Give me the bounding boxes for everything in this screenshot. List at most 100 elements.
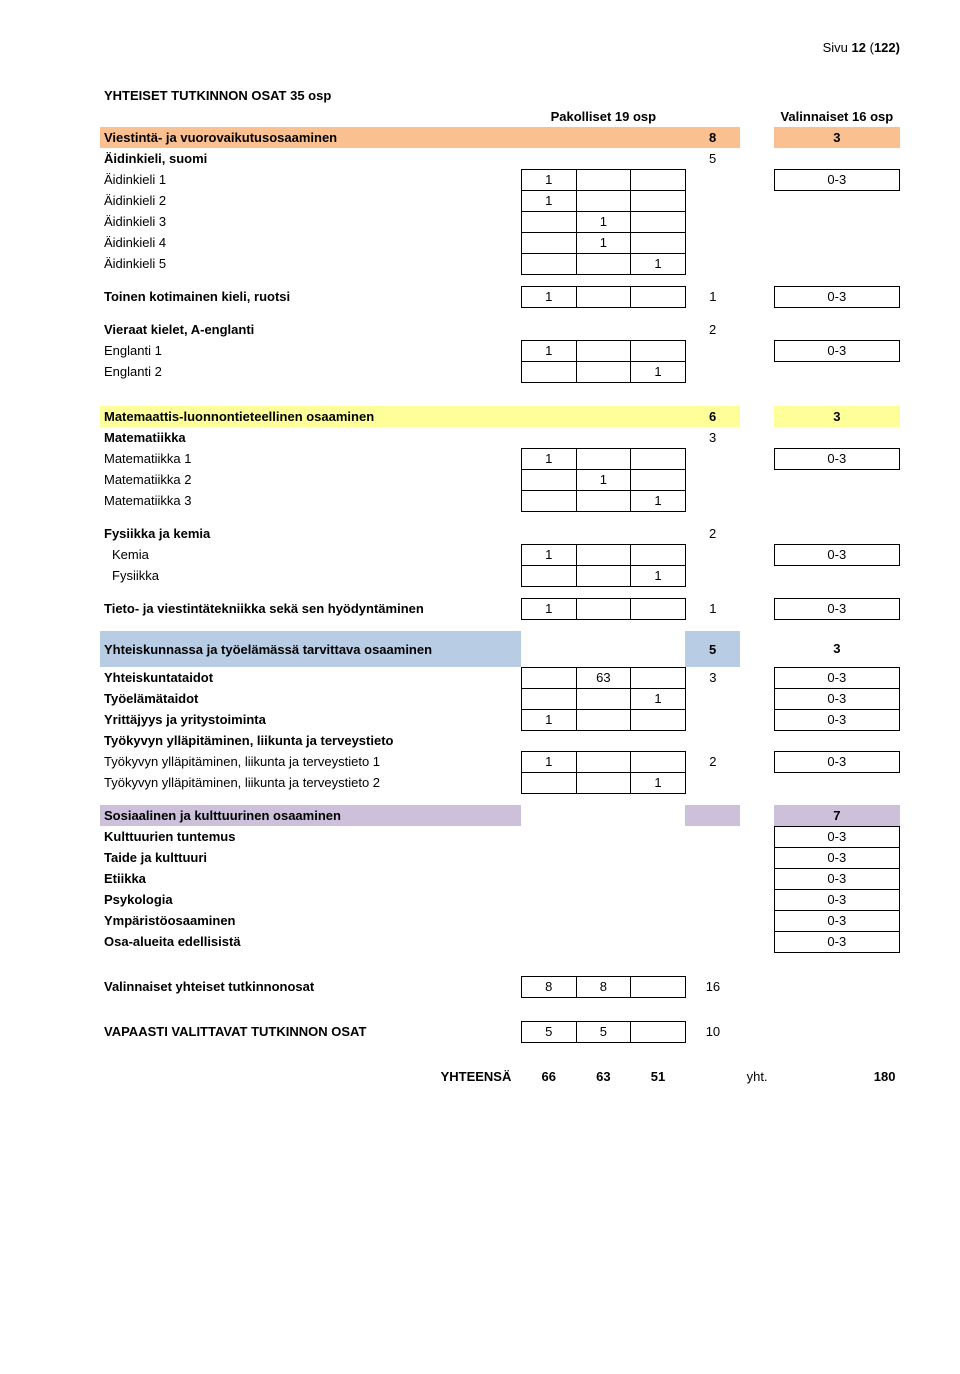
ruotsi-opt: 0-3 [774,286,899,307]
tieto: Tieto- ja viestintätekniikka sekä sen hy… [100,598,521,619]
eng2-c: 1 [631,361,686,382]
sec1-title: Viestintä- ja vuorovaikutusosaaminen [100,127,521,148]
vieraat: Vieraat kielet, A-englanti [100,319,521,340]
ymp: Ympäristöosaaminen [100,910,521,931]
aid3: Äidinkieli 3 [100,211,521,232]
vieraat-v: 2 [685,319,740,340]
tk: Työkyvyn ylläpitäminen, liikunta ja terv… [100,730,521,751]
yht-tot: 180 [774,1066,899,1087]
aid2: Äidinkieli 2 [100,190,521,211]
fys: Fysiikka [100,565,521,586]
aid2-c: 1 [521,190,576,211]
mat1-c: 1 [521,448,576,469]
aid-suomi: Äidinkieli, suomi [100,148,521,169]
aid-suomi-v: 5 [685,148,740,169]
aid5-c: 1 [631,253,686,274]
yht-opt: 0-3 [774,667,899,688]
etii: Etiikka [100,868,521,889]
col-pak: Pakolliset 19 osp [521,106,685,127]
ruotsi-c4: 1 [685,286,740,307]
eng1-opt: 0-3 [774,340,899,361]
tk2-c3: 1 [631,772,686,793]
yht-c4: 3 [685,667,740,688]
tk1-c4: 2 [685,751,740,772]
yht-c2: 63 [576,667,631,688]
tk1-c1: 1 [521,751,576,772]
vapaa-c1: 5 [521,1021,576,1042]
sec4-title: Sosiaalinen ja kulttuurinen osaaminen [100,805,521,826]
valyt-c4: 16 [685,976,740,997]
yht-c3: 51 [631,1066,686,1087]
osa-opt: 0-3 [774,931,899,952]
yht: Yhteiskuntataidot [100,667,521,688]
mat2-c: 1 [576,469,631,490]
yht-c2: 63 [576,1066,631,1087]
yht-c1: 66 [521,1066,576,1087]
title: YHTEISET TUTKINNON OSAT 35 osp [100,85,521,106]
kem: Kemia [100,544,521,565]
tk1-opt: 0-3 [774,751,899,772]
page-current: 12 [852,40,866,55]
tk2: Työkyvyn ylläpitäminen, liikunta ja terv… [100,772,521,793]
yri-opt: 0-3 [774,709,899,730]
yri-c1: 1 [521,709,576,730]
mat1-opt: 0-3 [774,448,899,469]
eng1: Englanti 1 [100,340,521,361]
aid1-opt: 0-3 [774,169,899,190]
sec3-v1: 5 [685,631,740,667]
aid3-c: 1 [576,211,631,232]
valyt-c2: 8 [576,976,631,997]
eng1-c: 1 [521,340,576,361]
col-val: Valinnaiset 16 osp [774,106,899,127]
page-sep: ( [866,40,874,55]
sec1-v2: 3 [774,127,899,148]
tyo: Työelämätaidot [100,688,521,709]
tyo-opt: 0-3 [774,688,899,709]
kult-opt: 0-3 [774,826,899,847]
kem-c: 1 [521,544,576,565]
page-total: 122 [874,40,896,55]
taide-opt: 0-3 [774,847,899,868]
aid4: Äidinkieli 4 [100,232,521,253]
fyskem: Fysiikka ja kemia [100,523,521,544]
psy-opt: 0-3 [774,889,899,910]
mat3-c: 1 [631,490,686,511]
sec2-v1: 6 [685,406,740,427]
eng2: Englanti 2 [100,361,521,382]
vapaa-c2: 5 [576,1021,631,1042]
tieto-c4: 1 [685,598,740,619]
page-number: Sivu 12 (122) [100,40,900,55]
aid4-c: 1 [576,232,631,253]
psy: Psykologia [100,889,521,910]
tk1: Työkyvyn ylläpitäminen, liikunta ja terv… [100,751,521,772]
ymp-opt: 0-3 [774,910,899,931]
valyt: Valinnaiset yhteiset tutkinnonosat [100,976,521,997]
mat1: Matematiikka 1 [100,448,521,469]
vapaa: VAPAASTI VALITTAVAT TUTKINNON OSAT [100,1021,521,1042]
kult: Kulttuurien tuntemus [100,826,521,847]
ruotsi: Toinen kotimainen kieli, ruotsi [100,286,521,307]
tieto-opt: 0-3 [774,598,899,619]
kem-opt: 0-3 [774,544,899,565]
aid1-c: 1 [521,169,576,190]
sec3-title: Yhteiskunnassa ja työelämässä tarvittava… [100,631,521,667]
fyskem-v: 2 [685,523,740,544]
page-suffix: ) [896,40,900,55]
sec3-v2: 3 [774,631,899,667]
osa: Osa-alueita edellisistä [100,931,521,952]
taide: Taide ja kulttuuri [100,847,521,868]
curriculum-table: YHTEISET TUTKINNON OSAT 35 osp Pakollise… [100,85,900,1087]
sec1-v1: 8 [685,127,740,148]
sec2-v2: 3 [774,406,899,427]
page-prefix: Sivu [823,40,852,55]
yhteensa: YHTEENSÄ [100,1066,521,1087]
mat3: Matematiikka 3 [100,490,521,511]
etii-opt: 0-3 [774,868,899,889]
tieto-c1: 1 [521,598,576,619]
aid1: Äidinkieli 1 [100,169,521,190]
sec4-v2: 7 [774,805,899,826]
vapaa-c4: 10 [685,1021,740,1042]
valyt-c1: 8 [521,976,576,997]
mat2: Matematiikka 2 [100,469,521,490]
ruotsi-c1: 1 [521,286,576,307]
